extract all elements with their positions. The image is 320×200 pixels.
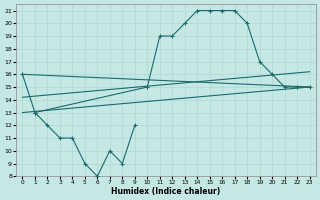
X-axis label: Humidex (Indice chaleur): Humidex (Indice chaleur) bbox=[111, 187, 221, 196]
